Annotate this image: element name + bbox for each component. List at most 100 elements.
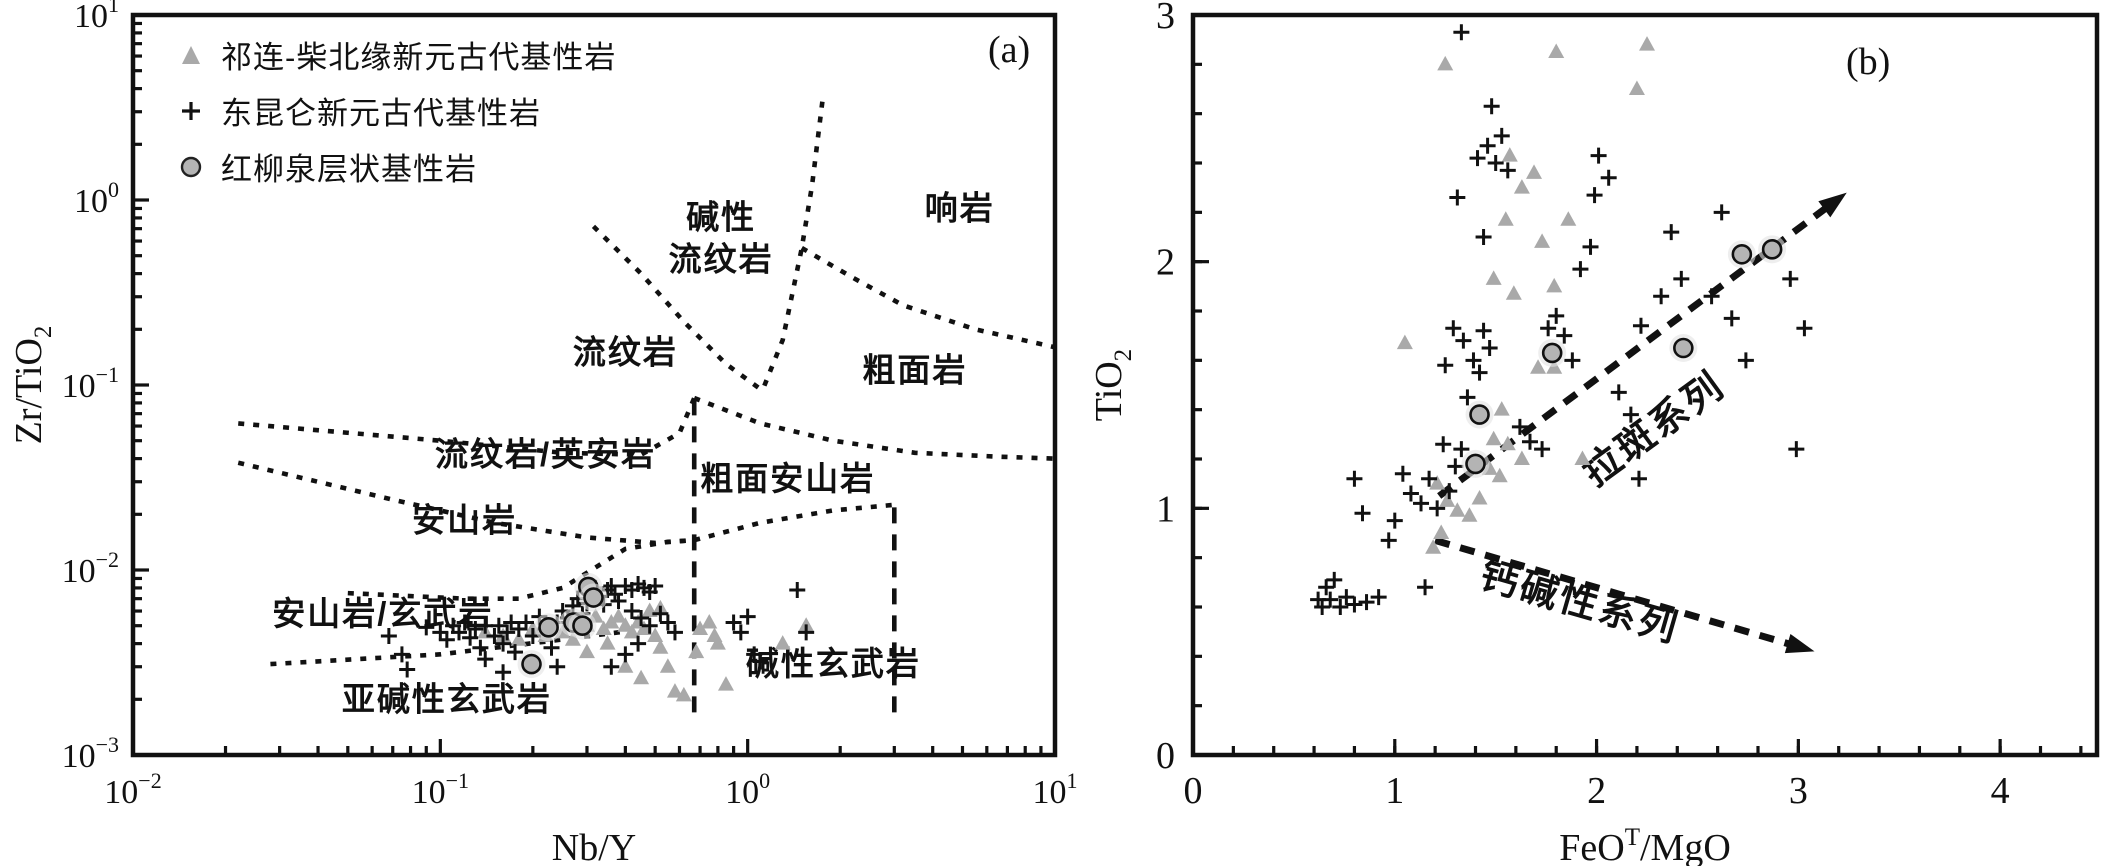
data-point-triangle bbox=[1485, 430, 1502, 446]
data-point-plus bbox=[1487, 155, 1504, 171]
data-point-plus bbox=[495, 635, 512, 652]
data-point-triangle bbox=[659, 658, 676, 673]
data-point-plus bbox=[1590, 147, 1607, 164]
region-label: 碱性流纹岩 bbox=[669, 198, 774, 277]
data-point-plus bbox=[603, 577, 620, 594]
data-point-plus bbox=[507, 644, 524, 661]
data-point-triangle bbox=[701, 614, 718, 629]
field-boundary-line bbox=[238, 397, 697, 458]
data-point-plus bbox=[1386, 512, 1403, 529]
data-point-triangle bbox=[666, 683, 683, 698]
data-point-plus bbox=[486, 627, 503, 644]
field-boundary-line bbox=[693, 502, 895, 543]
data-point-plus bbox=[652, 605, 669, 622]
data-point-triangle bbox=[692, 620, 709, 635]
data-point-plus bbox=[472, 639, 489, 656]
data-point-plus bbox=[1737, 352, 1754, 369]
data-point-plus bbox=[1394, 465, 1411, 482]
data-point-plus bbox=[1653, 288, 1670, 305]
data-point-plus bbox=[1782, 270, 1799, 287]
data-point-plus bbox=[603, 658, 620, 675]
x-tick-label: 0 bbox=[1184, 770, 1203, 812]
field-boundary-line bbox=[800, 246, 1056, 350]
data-point-plus bbox=[1723, 310, 1740, 327]
data-point-plus bbox=[623, 603, 640, 620]
data-point-plus bbox=[1663, 224, 1680, 241]
region-label: 安山岩 bbox=[412, 502, 517, 539]
panel-b-label: (b) bbox=[1846, 41, 1891, 83]
y-tick-label: 101 bbox=[74, 0, 119, 35]
trend-series-label: 拉斑系列 bbox=[1575, 364, 1732, 494]
legend-item-label: 红柳泉层状基性岩 bbox=[221, 152, 477, 187]
data-point-triangle bbox=[595, 620, 612, 635]
data-point-plus bbox=[1586, 187, 1603, 204]
data-point-triangle bbox=[623, 623, 640, 639]
x-axis-title: Nb/Y bbox=[552, 827, 636, 866]
data-point-plus bbox=[1421, 470, 1438, 487]
data-point-triangle bbox=[774, 635, 791, 650]
data-point-plus bbox=[1413, 495, 1430, 512]
data-point-plus bbox=[1622, 406, 1639, 423]
data-point-plus bbox=[1475, 229, 1492, 245]
data-point-circle bbox=[1731, 243, 1753, 265]
arrow-head-icon bbox=[1784, 633, 1815, 654]
data-point-plus bbox=[1318, 579, 1335, 596]
y-axis-title: Zr/TiO2 bbox=[8, 326, 57, 445]
y-axis-title: TiO2 bbox=[1088, 349, 1137, 421]
data-point-plus bbox=[1499, 162, 1516, 179]
data-point-triangle bbox=[1505, 285, 1522, 300]
data-point-plus bbox=[1380, 532, 1397, 549]
panel-a-label: (a) bbox=[988, 29, 1031, 71]
region-label: 响岩 bbox=[925, 189, 995, 226]
region-label: 粗面安山岩 bbox=[700, 460, 875, 497]
data-point-plus bbox=[477, 617, 494, 634]
y-tick-label: 1 bbox=[1156, 488, 1175, 530]
data-point-circle bbox=[583, 587, 604, 608]
field-boundary-line bbox=[347, 537, 695, 601]
data-point-plus bbox=[1475, 322, 1492, 339]
data-point-triangle bbox=[688, 643, 705, 659]
data-point-triangle bbox=[599, 635, 616, 650]
data-point-plus bbox=[1673, 270, 1690, 287]
legend-item-hongliuquan: 红柳泉层状基性岩 bbox=[176, 144, 616, 189]
data-point-plus bbox=[1449, 189, 1466, 206]
data-point-plus bbox=[739, 608, 756, 625]
field-boundary-line bbox=[693, 395, 1056, 461]
y-tick-label: 10−2 bbox=[62, 547, 119, 590]
data-point-triangle bbox=[1497, 211, 1514, 226]
data-point-plus bbox=[1788, 441, 1805, 458]
data-point-circle bbox=[572, 615, 593, 636]
x-tick-label: 10−1 bbox=[412, 768, 469, 811]
data-point-triangle bbox=[1513, 179, 1530, 194]
data-point-plus bbox=[462, 629, 479, 646]
y-tick-label: 10−1 bbox=[62, 362, 119, 405]
data-point-plus bbox=[1453, 441, 1470, 458]
data-point-plus bbox=[1445, 320, 1462, 337]
data-point-plus bbox=[1370, 589, 1387, 606]
region-label: 流纹岩/英安岩 bbox=[435, 436, 656, 473]
data-point-plus bbox=[647, 577, 664, 594]
data-point-plus bbox=[1610, 384, 1627, 401]
data-point-triangle bbox=[675, 686, 692, 702]
x-tick-label: 3 bbox=[1789, 770, 1808, 812]
data-point-plus bbox=[399, 661, 416, 678]
data-point-plus bbox=[518, 614, 535, 631]
data-point-triangle bbox=[1530, 359, 1547, 374]
data-point-plus bbox=[1564, 352, 1581, 369]
data-point-plus bbox=[641, 617, 658, 634]
data-point-plus bbox=[610, 592, 627, 609]
data-point-triangle bbox=[1449, 502, 1466, 517]
data-point-plus bbox=[1713, 204, 1730, 221]
data-point-triangle bbox=[1433, 524, 1450, 539]
region-label: 碱性玄武岩 bbox=[746, 645, 921, 682]
data-point-plus bbox=[1346, 596, 1363, 613]
data-point-plus bbox=[1322, 591, 1339, 608]
data-point-plus bbox=[1338, 589, 1355, 606]
data-point-plus bbox=[495, 664, 512, 681]
data-point-plus bbox=[1548, 307, 1565, 324]
data-point-plus bbox=[1471, 364, 1488, 381]
data-point-plus bbox=[1703, 288, 1720, 305]
data-point-triangle bbox=[1491, 467, 1508, 483]
y-tick-label: 0 bbox=[1156, 735, 1175, 777]
